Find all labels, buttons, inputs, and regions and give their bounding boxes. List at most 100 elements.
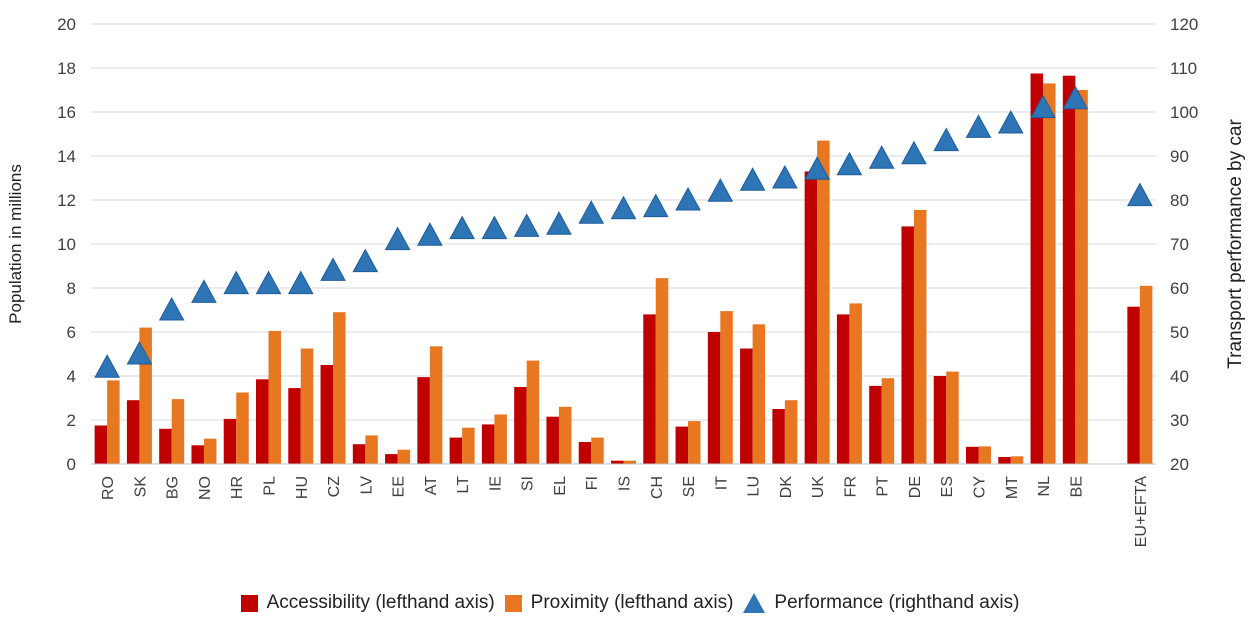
category-label: HR — [229, 476, 246, 499]
bars — [94, 73, 1153, 465]
category-label: UK — [810, 476, 827, 499]
category-label: IS — [617, 476, 634, 491]
bar-proximity — [558, 406, 572, 464]
left-axis-title: Population in millions — [6, 164, 25, 324]
left-axis-ticks: 0 2 4 6 8 10 12 14 16 18 20 — [57, 15, 76, 474]
bar-accessibility — [514, 387, 527, 464]
bar-accessibility — [481, 424, 495, 464]
right-tick-label: 120 — [1170, 15, 1198, 34]
bar-proximity — [720, 311, 733, 464]
marker-performance — [1062, 85, 1089, 110]
marker-performance — [255, 270, 282, 295]
bar-accessibility — [126, 400, 140, 464]
left-tick-label: 16 — [57, 103, 76, 122]
category-label: IE — [487, 476, 504, 491]
bar-proximity — [655, 278, 669, 464]
bar-proximity — [494, 414, 507, 464]
category-label: PT — [875, 476, 892, 497]
bar-accessibility — [998, 456, 1011, 464]
marker-performance — [610, 195, 637, 220]
marker-performance — [126, 340, 153, 365]
marker-performance — [933, 127, 960, 152]
bar-proximity — [429, 346, 443, 464]
bar-proximity — [817, 140, 830, 464]
legend-label-proximity: Proximity (lefthand axis) — [530, 592, 734, 613]
bar-accessibility — [352, 444, 366, 464]
left-tick-label: 0 — [67, 455, 76, 474]
marker-performance — [965, 114, 992, 138]
marker-performance — [352, 248, 379, 273]
bar-accessibility — [94, 425, 108, 464]
left-tick-label: 20 — [57, 15, 76, 34]
bar-accessibility — [449, 437, 463, 464]
marker-performance — [449, 215, 475, 240]
bar-proximity — [1010, 456, 1024, 464]
marker-performance — [868, 145, 895, 169]
bar-proximity — [268, 330, 281, 464]
bar-proximity — [784, 400, 798, 464]
category-label: LT — [455, 476, 472, 494]
category-label: DK — [778, 476, 795, 499]
bar-proximity — [333, 312, 346, 464]
category-label: IT — [713, 476, 730, 490]
bar-proximity — [623, 460, 636, 464]
bar-accessibility — [1127, 306, 1140, 464]
right-tick-label: 20 — [1170, 455, 1189, 474]
bar-accessibility — [546, 416, 559, 464]
bar-proximity — [171, 399, 185, 464]
category-label: BE — [1068, 476, 1085, 497]
category-label: NL — [1036, 476, 1053, 497]
legend-label-accessibility: Accessibility (lefthand axis) — [266, 592, 495, 613]
category-labels: RO SK BG NO HR PL HU CZ LV EE AT LT IE SI EL FI IS CH SE IT… — [100, 476, 1150, 548]
triangle-icon — [743, 593, 766, 613]
right-tick-label: 70 — [1170, 235, 1189, 254]
category-label: EL — [552, 476, 569, 496]
right-tick-label: 60 — [1170, 279, 1189, 298]
marker-performance — [901, 140, 927, 165]
right-axis-title: Transport performance by car — [1225, 119, 1246, 369]
combo-chart: 0 2 4 6 8 10 12 14 16 18 20 20 30 40 50 60 70 80 90 100 110… — [6, 15, 1246, 548]
bar-proximity — [107, 380, 120, 464]
bar-accessibility — [1062, 75, 1076, 464]
bar-proximity — [462, 427, 475, 464]
marker-performance — [1030, 94, 1056, 119]
bar-proximity — [1075, 90, 1088, 464]
category-label: AT — [423, 476, 440, 495]
marker-performance — [158, 296, 185, 321]
left-tick-label: 2 — [67, 411, 76, 430]
bar-proximity — [300, 348, 314, 464]
bar-proximity — [752, 324, 766, 464]
bar-accessibility — [836, 314, 850, 464]
category-label: LV — [358, 476, 375, 495]
category-label: HU — [294, 476, 311, 499]
category-label: NO — [197, 476, 214, 500]
bar-accessibility — [578, 442, 592, 464]
bar-accessibility — [901, 226, 914, 464]
category-label: BG — [165, 476, 182, 499]
right-axis-ticks: 20 30 40 50 60 70 80 90 100 110 120 — [1170, 15, 1198, 474]
legend-item-accessibility: Accessibility (lefthand axis) — [240, 592, 495, 614]
bar-accessibility — [772, 409, 785, 464]
marker-performance — [642, 193, 669, 218]
legend: Accessibility (lefthand axis) Proximity … — [0, 592, 1260, 614]
marker-performance — [513, 213, 540, 237]
category-label: EU+EFTA — [1133, 476, 1150, 548]
bar-proximity — [978, 446, 991, 464]
bar-accessibility — [869, 385, 882, 464]
category-label: CY — [972, 476, 989, 499]
left-tick-label: 14 — [57, 147, 76, 166]
left-tick-label: 6 — [67, 323, 76, 342]
marker-performance — [1127, 182, 1153, 207]
category-label: FR — [842, 476, 859, 497]
accessibility-swatch — [240, 594, 258, 612]
bar-accessibility — [611, 460, 624, 464]
bar-accessibility — [740, 348, 753, 464]
bar-accessibility — [191, 445, 204, 464]
marker-performance — [578, 200, 605, 224]
bar-accessibility — [1030, 73, 1044, 464]
bar-accessibility — [223, 418, 237, 464]
bar-accessibility — [804, 171, 818, 464]
category-label: DE — [907, 476, 924, 498]
bar-accessibility — [159, 428, 172, 464]
bar-proximity — [1139, 285, 1153, 464]
